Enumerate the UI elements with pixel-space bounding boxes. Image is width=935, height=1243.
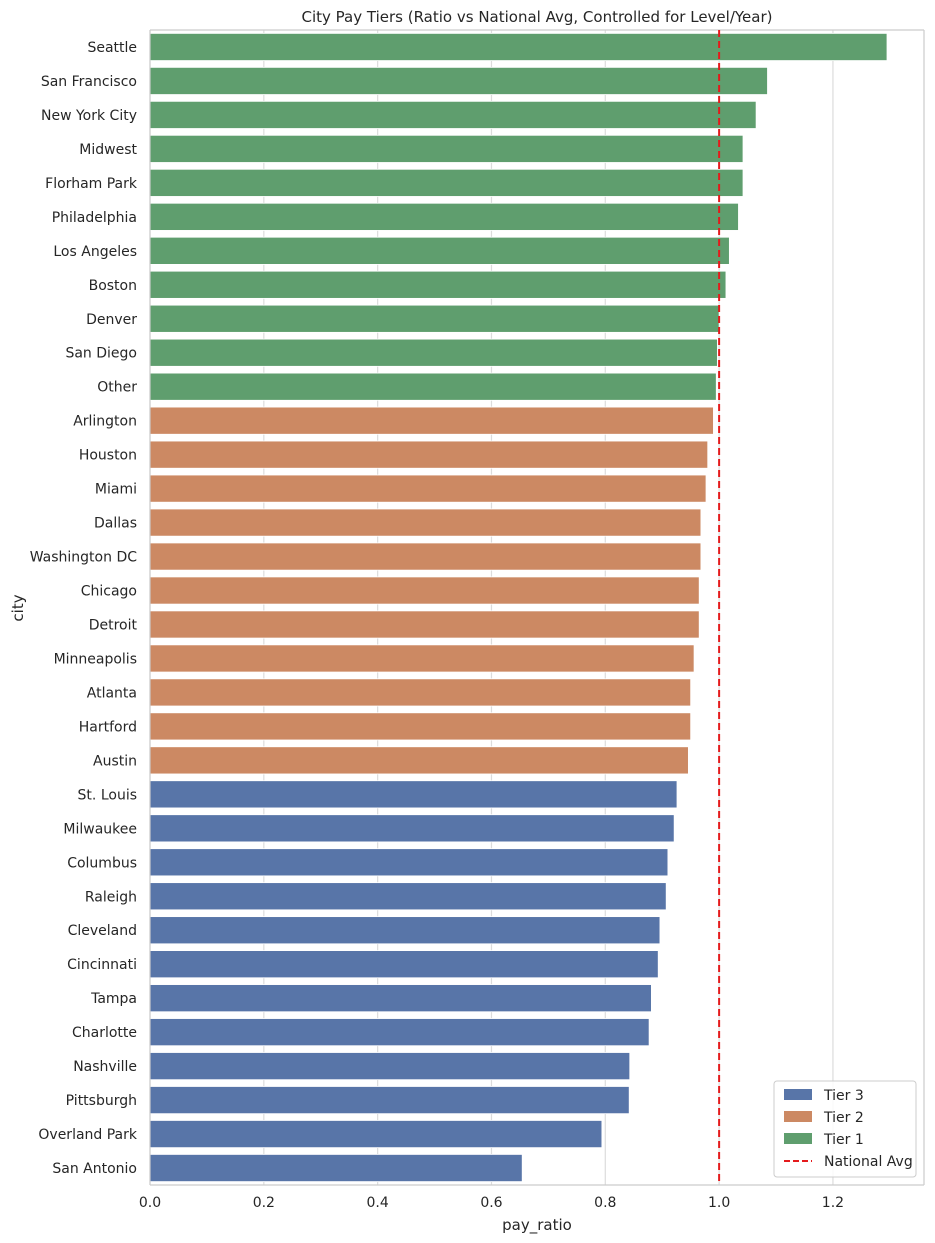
bar (149, 66, 768, 95)
y-tick-label: St. Louis (78, 787, 137, 803)
bar (149, 474, 707, 503)
x-tick-label: 0.8 (594, 1195, 616, 1211)
y-tick-label: Midwest (79, 142, 137, 158)
x-tick-label: 0.0 (139, 1195, 161, 1211)
bar (149, 780, 678, 809)
y-tick-label: Philadelphia (52, 210, 137, 226)
bar (149, 814, 675, 843)
bar (149, 542, 702, 571)
y-tick-label: Nashville (73, 1059, 137, 1075)
bar (149, 712, 692, 741)
y-tick-label: Other (97, 380, 137, 396)
bar (149, 1018, 650, 1047)
legend-label: Tier 3 (823, 1088, 864, 1104)
y-axis-title: city (9, 594, 27, 621)
y-tick-label: Overland Park (38, 1127, 138, 1143)
y-tick-label: Florham Park (45, 176, 138, 192)
bar (149, 610, 700, 639)
bar (149, 440, 709, 469)
bar (149, 406, 714, 435)
bar (149, 236, 730, 265)
legend-swatch (784, 1111, 812, 1122)
y-tick-label: Chicago (81, 584, 137, 600)
bar (149, 1052, 631, 1081)
x-tick-label: 0.4 (367, 1195, 389, 1211)
bar (149, 984, 652, 1013)
y-tick-label: Hartford (79, 719, 137, 735)
y-tick-label: Boston (89, 278, 137, 294)
y-tick-label: Dallas (94, 516, 137, 532)
y-tick-label: Arlington (73, 414, 137, 430)
y-tick-label: Minneapolis (54, 651, 137, 667)
bar (149, 950, 659, 979)
x-axis-title: pay_ratio (502, 1216, 572, 1235)
bar (149, 134, 744, 163)
legend-box (773, 1080, 917, 1178)
bar (149, 746, 689, 775)
bar (149, 882, 667, 911)
bar (149, 644, 695, 673)
bar (149, 678, 692, 707)
bar (149, 916, 661, 945)
legend-label: Tier 2 (823, 1110, 864, 1126)
y-tick-label: Detroit (89, 617, 138, 633)
bar (149, 848, 669, 877)
bar (149, 32, 888, 61)
bar (149, 304, 720, 333)
bar (149, 1120, 603, 1149)
x-tick-label: 1.2 (822, 1195, 844, 1211)
bar (149, 100, 757, 129)
bar (149, 270, 727, 299)
legend: Tier 3 Tier 2 Tier 1 National Avg (773, 1080, 917, 1178)
bar (149, 1154, 523, 1183)
y-tick-label: San Antonio (52, 1161, 137, 1177)
y-tick-label: Austin (93, 753, 137, 769)
x-tick-label: 0.2 (253, 1195, 275, 1211)
bar (149, 202, 739, 231)
bar (149, 1086, 630, 1115)
legend-swatch (784, 1133, 812, 1144)
y-tick-label: Cleveland (68, 923, 137, 939)
legend-label: Tier 1 (823, 1132, 864, 1148)
y-tick-label: Washington DC (30, 550, 138, 566)
y-tick-label: Charlotte (72, 1025, 137, 1041)
bar (149, 576, 700, 605)
y-tick-label: Atlanta (87, 685, 137, 701)
y-tick-label: New York City (41, 108, 137, 124)
y-tick-label: Columbus (67, 855, 137, 871)
plot-area: 0.0 0.2 0.4 0.6 0.8 1.0 1.2 Seattle San Francisc… (30, 29, 925, 1211)
bar (149, 372, 717, 401)
bar (149, 508, 702, 537)
chart-title: City Pay Tiers (Ratio vs National Avg, C… (302, 8, 773, 26)
y-tick-label: Seattle (87, 40, 137, 56)
x-tick-label: 1.0 (708, 1195, 730, 1211)
y-tick-label: Denver (86, 312, 137, 328)
legend-label: National Avg (824, 1154, 913, 1170)
bar (149, 168, 744, 197)
y-tick-label: Milwaukee (63, 821, 137, 837)
x-tick-label: 0.6 (480, 1195, 502, 1211)
y-tick-label: Los Angeles (53, 244, 137, 260)
y-tick-label: San Francisco (41, 74, 137, 90)
bar (149, 338, 718, 367)
y-tick-label: Pittsburgh (66, 1093, 137, 1109)
y-tick-label: Raleigh (85, 889, 137, 905)
y-tick-label: Cincinnati (67, 957, 137, 973)
y-tick-label: Miami (95, 482, 137, 498)
y-tick-label: Houston (79, 448, 137, 464)
y-tick-label: Tampa (90, 991, 137, 1007)
y-tick-label: San Diego (65, 346, 137, 362)
legend-swatch (784, 1089, 812, 1100)
